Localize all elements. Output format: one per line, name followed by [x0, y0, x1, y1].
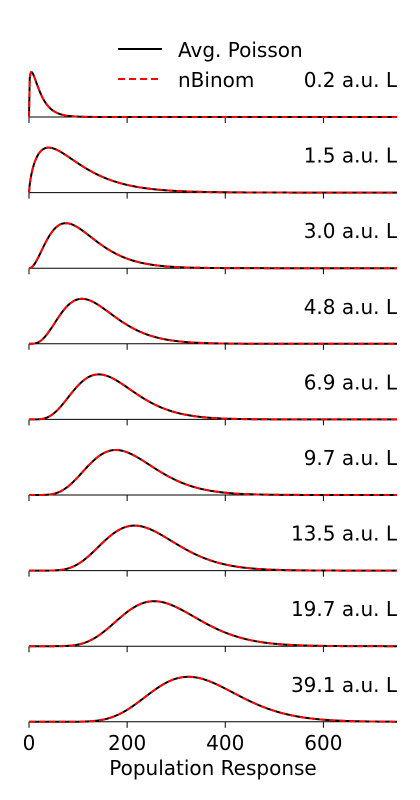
panel-label: 3.0 a.u. L — [304, 219, 398, 243]
nbinom-line — [29, 373, 397, 421]
nbinom-line — [28, 146, 397, 194]
panel-label: 9.7 a.u. L — [304, 446, 398, 470]
nbinom-line — [29, 524, 397, 572]
legend-label-nbinom: nBinom — [178, 68, 254, 92]
panel-label: 39.1 a.u. L — [291, 673, 398, 697]
nbinom-line — [28, 222, 397, 270]
x-axis: 0 200 400 600 — [23, 731, 343, 755]
x-tick-label: 200 — [108, 731, 146, 755]
nbinom-line — [28, 70, 397, 118]
nbinom-line — [29, 448, 397, 496]
legend-label-avg-poisson: Avg. Poisson — [178, 38, 303, 62]
panel-label: 4.8 a.u. L — [304, 295, 398, 319]
nbinom-line — [29, 297, 397, 345]
nbinom-line — [29, 600, 397, 648]
panel: 0.2 a.u. L — [28, 68, 398, 123]
nbinom-line — [29, 675, 398, 723]
panel-label: 13.5 a.u. L — [291, 522, 398, 546]
x-tick-label: 600 — [304, 731, 342, 755]
panel-label: 1.5 a.u. L — [304, 144, 398, 168]
panel: 13.5 a.u. L — [28, 522, 398, 577]
panel-label: 0.2 a.u. L — [304, 68, 398, 92]
legend: Avg. Poisson nBinom — [118, 38, 303, 92]
panel: 1.5 a.u. L — [28, 144, 398, 199]
x-axis-label: Population Response — [109, 756, 317, 780]
panel: 3.0 a.u. L — [28, 219, 398, 275]
panel: 4.8 a.u. L — [28, 295, 398, 350]
panel-label: 19.7 a.u. L — [291, 597, 398, 621]
panel-label: 6.9 a.u. L — [304, 370, 398, 394]
panel: 6.9 a.u. L — [28, 370, 398, 426]
x-tick-label: 400 — [206, 731, 244, 755]
panel: 19.7 a.u. L — [28, 597, 398, 653]
x-tick-label: 0 — [23, 731, 36, 755]
panel: 39.1 a.u. L — [28, 673, 398, 728]
panels: 0.2 a.u. L 1.5 a.u. L 3.0 a.u. L 4.8 a.u. L… — [28, 68, 398, 728]
panel: 9.7 a.u. L — [28, 446, 398, 501]
